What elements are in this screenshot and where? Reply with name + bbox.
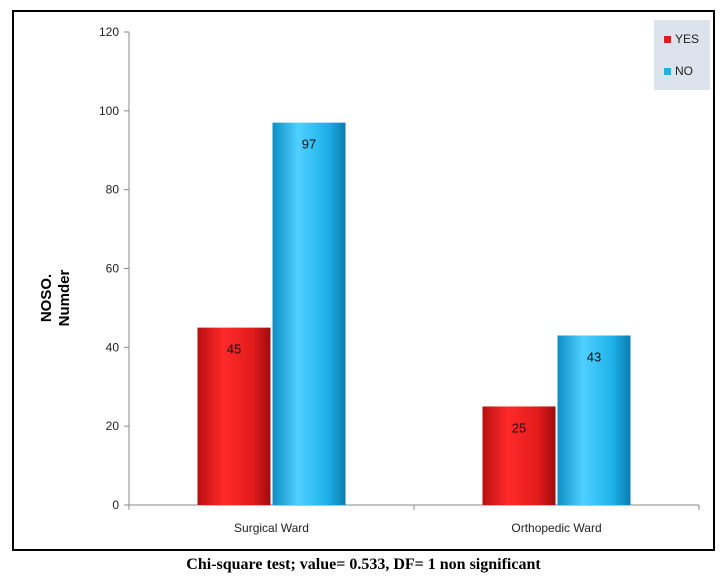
legend: YES NO: [654, 20, 710, 90]
chart-frame: 0 20 40 60 80 100 120 Surgical Ward Orthopedic …: [12, 10, 715, 551]
bars: [197, 122, 631, 506]
bar-yes-surgical-ward: [197, 327, 271, 505]
bar-no-surgical-ward: [272, 122, 346, 506]
legend-label-yes: YES: [675, 32, 699, 46]
data-label: 97: [302, 137, 316, 152]
data-label: 25: [512, 420, 526, 435]
legend-label-no: NO: [675, 64, 693, 78]
x-axis: Surgical Ward Orthopedic Ward: [128, 504, 700, 535]
x-category-label: Orthopedic Ward: [511, 521, 601, 535]
bar-no-orthopedic-ward: [557, 335, 631, 505]
data-labels: 45 97 25 43: [227, 137, 601, 436]
y-axis-label-line-2: Numder: [56, 270, 73, 327]
legend-swatch-yes: [664, 36, 671, 43]
legend-swatch-no: [664, 68, 671, 75]
chart-caption: Chi-square test; value= 0.533, DF= 1 non…: [186, 556, 541, 573]
bar-yes-orthopedic-ward: [482, 406, 556, 505]
x-category-label: Surgical Ward: [234, 521, 309, 535]
data-label: 43: [587, 350, 601, 365]
y-axis-label-line-1: NOSO.: [38, 274, 55, 322]
y-axis: 0 20 40 60 80 100 120: [99, 25, 130, 512]
y-tick-label: 80: [106, 183, 120, 197]
data-label: 45: [227, 342, 241, 357]
legend-background: [654, 20, 710, 90]
y-tick-label: 40: [106, 340, 120, 354]
y-tick-label: 120: [99, 25, 119, 39]
y-tick-label: 0: [112, 498, 119, 512]
y-tick-label: 100: [99, 104, 119, 118]
y-tick-label: 20: [106, 419, 120, 433]
y-tick-label: 60: [106, 262, 120, 276]
bar-chart: 0 20 40 60 80 100 120 Surgical Ward Orthopedic …: [38, 20, 710, 535]
